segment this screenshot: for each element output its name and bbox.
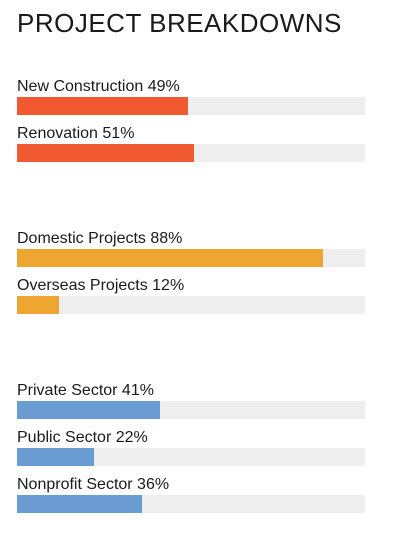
progress-item-nonprofit-sector: Nonprofit Sector 36% — [17, 474, 365, 521]
progress-fill — [17, 401, 160, 419]
progress-track — [17, 495, 365, 513]
progress-label: Nonprofit Sector 36% — [17, 476, 170, 493]
progress-fill — [17, 249, 324, 267]
construction-type-group: New Construction 49% Renovation 51% — [17, 76, 365, 170]
page-title: PROJECT BREAKDOWNS — [17, 8, 342, 38]
progress-track — [17, 97, 365, 115]
progress-fill — [17, 296, 59, 314]
progress-track — [17, 401, 365, 419]
progress-track — [17, 249, 365, 267]
progress-track — [17, 448, 365, 466]
location-group: Domestic Projects 88% Overseas Projects … — [17, 228, 365, 322]
progress-item-private-sector: Private Sector 41% — [17, 380, 365, 427]
progress-fill — [17, 97, 188, 115]
progress-item-domestic-projects: Domestic Projects 88% — [17, 228, 365, 275]
sector-group: Private Sector 41% Public Sector 22% Non… — [17, 380, 365, 521]
progress-label: Domestic Projects 88% — [17, 230, 183, 247]
progress-fill — [17, 448, 94, 466]
progress-label: Public Sector 22% — [17, 429, 148, 446]
progress-fill — [17, 495, 143, 513]
progress-item-overseas-projects: Overseas Projects 12% — [17, 275, 365, 322]
progress-label: Overseas Projects 12% — [17, 277, 185, 294]
progress-track — [17, 296, 365, 314]
progress-item-new-construction: New Construction 49% — [17, 76, 365, 123]
progress-label: Renovation 51% — [17, 125, 135, 142]
progress-fill — [17, 144, 195, 162]
progress-label: New Construction 49% — [17, 78, 180, 95]
progress-item-public-sector: Public Sector 22% — [17, 427, 365, 474]
progress-item-renovation: Renovation 51% — [17, 123, 365, 170]
progress-track — [17, 144, 365, 162]
progress-label: Private Sector 41% — [17, 382, 154, 399]
